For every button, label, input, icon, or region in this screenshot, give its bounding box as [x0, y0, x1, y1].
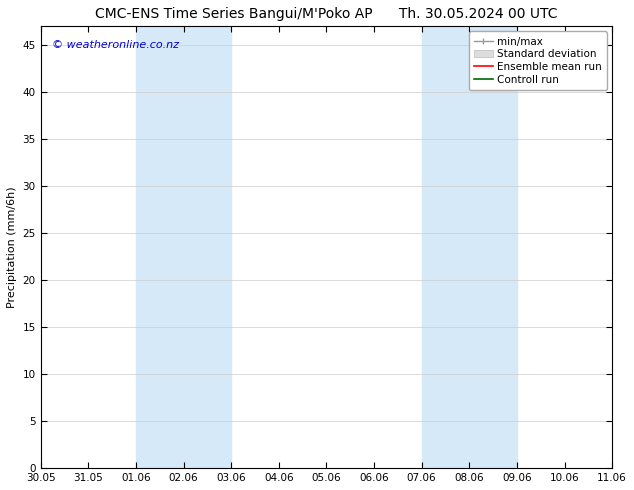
Bar: [136, 26, 231, 468]
Legend: min/max, Standard deviation, Ensemble mean run, Controll run: min/max, Standard deviation, Ensemble me…: [469, 31, 607, 90]
Title: CMC-ENS Time Series Bangui/M'Poko AP      Th. 30.05.2024 00 UTC: CMC-ENS Time Series Bangui/M'Poko AP Th.…: [95, 7, 558, 21]
Y-axis label: Precipitation (mm/6h): Precipitation (mm/6h): [7, 186, 17, 308]
Bar: [422, 26, 517, 468]
Text: © weatheronline.co.nz: © weatheronline.co.nz: [52, 40, 179, 49]
